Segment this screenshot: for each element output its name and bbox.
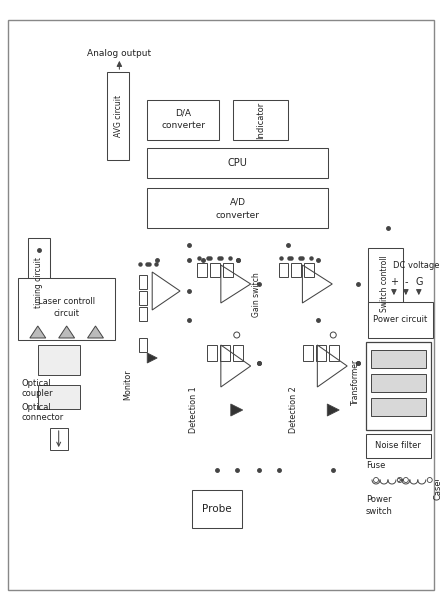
Bar — [38, 385, 80, 409]
Bar — [366, 434, 431, 458]
Bar — [38, 345, 80, 375]
Bar — [50, 428, 68, 450]
Bar — [197, 263, 207, 277]
Text: G: G — [415, 277, 423, 287]
Bar — [279, 263, 288, 277]
Bar — [147, 148, 328, 178]
Text: circuit: circuit — [54, 310, 80, 319]
Text: Indicator: Indicator — [256, 101, 265, 139]
Text: coupler: coupler — [22, 389, 53, 397]
Text: Monitor: Monitor — [123, 370, 132, 400]
Bar — [366, 342, 431, 430]
Text: Optical: Optical — [22, 403, 52, 413]
Text: Probe: Probe — [202, 504, 232, 514]
Text: connector: connector — [22, 413, 64, 422]
Text: Switch controll: Switch controll — [380, 256, 389, 313]
Text: converter: converter — [216, 211, 260, 220]
Bar — [303, 345, 313, 361]
Polygon shape — [147, 353, 157, 363]
Text: Fuse: Fuse — [366, 461, 385, 470]
Text: A/D: A/D — [230, 197, 246, 206]
Text: AVG circuit: AVG circuit — [114, 95, 123, 137]
Text: timing circuit: timing circuit — [34, 257, 43, 308]
Bar — [304, 263, 314, 277]
Bar — [147, 188, 328, 228]
Bar — [139, 275, 147, 289]
Bar — [329, 345, 339, 361]
Bar — [233, 100, 288, 140]
Bar — [210, 263, 220, 277]
Text: Transformer: Transformer — [351, 359, 360, 405]
Bar — [139, 307, 147, 321]
Bar — [28, 238, 50, 328]
Bar — [371, 350, 426, 368]
Text: Laser controll: Laser controll — [38, 298, 95, 307]
Text: Detection 2: Detection 2 — [289, 386, 298, 433]
Bar — [368, 302, 433, 338]
Text: Optical: Optical — [22, 379, 52, 388]
Text: Detection 1: Detection 1 — [190, 386, 198, 433]
Bar — [371, 374, 426, 392]
Bar — [368, 248, 403, 320]
Text: Noise filter: Noise filter — [375, 442, 421, 451]
Bar — [220, 345, 230, 361]
Text: Case: Case — [433, 479, 442, 500]
Bar — [192, 490, 242, 528]
Text: switch: switch — [366, 506, 393, 515]
Bar — [207, 345, 217, 361]
Text: DC voltage: DC voltage — [392, 260, 439, 269]
Bar — [291, 263, 301, 277]
Polygon shape — [59, 326, 75, 338]
Bar — [139, 291, 147, 305]
Bar — [371, 398, 426, 416]
Text: -: - — [404, 277, 408, 287]
Polygon shape — [30, 326, 46, 338]
Text: Power: Power — [366, 496, 392, 505]
Bar — [223, 263, 233, 277]
Text: converter: converter — [161, 121, 205, 130]
Text: Analog output: Analog output — [87, 49, 151, 58]
Text: Gain switch: Gain switch — [252, 272, 261, 317]
Bar — [316, 345, 326, 361]
Bar — [147, 100, 219, 140]
Bar — [18, 278, 115, 340]
Bar — [107, 72, 129, 160]
Text: Power circuit: Power circuit — [373, 316, 427, 325]
Polygon shape — [88, 326, 103, 338]
Bar — [139, 338, 147, 352]
Polygon shape — [327, 404, 339, 416]
Text: D/A: D/A — [175, 109, 191, 118]
Text: CPU: CPU — [228, 158, 248, 168]
Bar — [233, 345, 243, 361]
Text: +: + — [390, 277, 398, 287]
Polygon shape — [231, 404, 243, 416]
